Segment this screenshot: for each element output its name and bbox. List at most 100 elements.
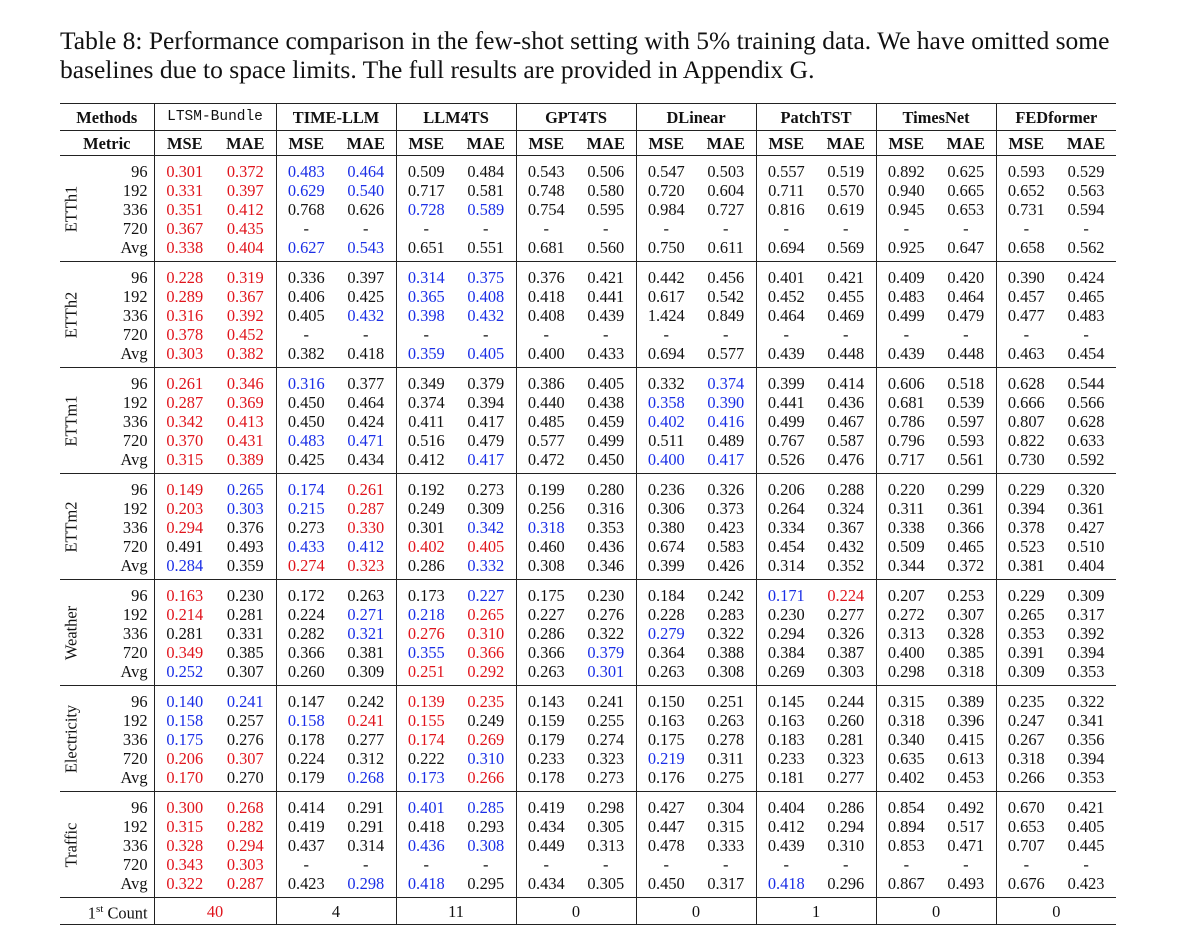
table-row: ETTm2 96 0.149 0.265 0.174 0.261 0.192 0.273 0.1… — [60, 473, 1117, 580]
metric-cell: 0.464 — [347, 393, 385, 412]
table-row: Weather 96 0.163 0.230 0.172 0.263 0.173 0.227 0… — [60, 579, 1117, 686]
horizon-label: 720 — [122, 643, 148, 662]
metric-cell: 0.589 — [467, 200, 505, 219]
table-row: 192 0.289 0.367 0.406 0.425 0.365 0.408 0.418 0.… — [60, 287, 1116, 306]
metric-cell: 0.509 — [395, 155, 457, 181]
metric-cell: 0.595 — [587, 200, 625, 219]
metric-cell: 0.181 — [755, 768, 817, 792]
metric-cell: 0.266 — [995, 768, 1057, 792]
metric-cell: 0.294 — [226, 836, 264, 855]
metric-cell: 0.310 — [467, 624, 505, 643]
table-row: 336 0.281 0.331 0.282 0.321 0.276 0.310 0.286 0.… — [60, 624, 1116, 643]
metric-cell: 0.308 — [467, 836, 505, 855]
metric-cell: 0.322 — [153, 874, 216, 898]
metric-cell: 0.377 — [336, 367, 397, 393]
metric-cell: 0.230 — [576, 579, 637, 605]
metric-cell: 0.241 — [347, 711, 385, 730]
metric-cell: 0.412 — [347, 537, 385, 556]
metric-cell: 0.247 — [995, 711, 1057, 730]
metric-cell: 0.359 — [226, 556, 264, 575]
metric-cell: 0.291 — [336, 791, 397, 817]
metric-cell: 0.372 — [215, 155, 277, 181]
metric-cell: 0.750 — [635, 238, 697, 262]
table-row: 720 0.349 0.385 0.366 0.381 0.355 0.366 0.366 0.… — [60, 643, 1116, 662]
metric-cell: 0.218 — [395, 605, 457, 624]
metric-cell: 0.175 — [515, 579, 577, 605]
metric-cell: 0.984 — [635, 200, 697, 219]
metric-cell: 0.652 — [995, 181, 1057, 200]
metric-cell: 0.372 — [947, 556, 985, 575]
metric-cell: 0.303 — [226, 855, 264, 874]
method-header-llm4ts: LLM4TS — [395, 103, 517, 131]
table-row: 336 0.294 0.376 0.273 0.330 0.301 0.342 0.318 0.… — [60, 518, 1116, 537]
metric-cell: 0.450 — [275, 393, 337, 412]
metric-cell: 0.416 — [707, 412, 745, 431]
count-label-suffix: st — [96, 902, 104, 915]
metric-cell: 0.149 — [153, 473, 216, 499]
metric-cell: 0.628 — [1067, 412, 1105, 431]
method-header-patchtst: PatchTST — [755, 103, 877, 131]
metric-cell: 0.158 — [275, 711, 337, 730]
metric-cell: 0.332 — [467, 556, 505, 575]
metric-cell: 0.392 — [1067, 624, 1105, 643]
metric-cell: 0.635 — [875, 749, 937, 768]
metric-cell: 0.281 — [827, 730, 865, 749]
metric-cell: 0.731 — [995, 200, 1057, 219]
metric-header-mse: MSE — [995, 130, 1057, 156]
metric-cell: 0.423 — [275, 874, 337, 898]
metric-cell: 0.402 — [395, 537, 457, 556]
metric-cell: - — [843, 855, 849, 874]
metric-cell: 0.284 — [153, 556, 216, 580]
metric-cell: 0.484 — [456, 155, 517, 181]
metric-cell: 0.405 — [275, 306, 337, 325]
table-row: 192 0.214 0.281 0.224 0.271 0.218 0.265 0.227 0.… — [60, 605, 1116, 624]
metric-cell: 0.336 — [275, 261, 337, 287]
metric-cell: 0.294 — [827, 817, 865, 836]
first-count-label: 1st Count — [60, 897, 155, 925]
metric-cell: 0.172 — [275, 579, 337, 605]
metric-cell: 0.229 — [995, 579, 1057, 605]
metric-cell: 0.313 — [587, 836, 625, 855]
metric-cell: 0.433 — [275, 537, 337, 556]
metric-cell: 0.387 — [827, 643, 865, 662]
metric-cell: 0.392 — [226, 306, 264, 325]
metric-cell: 0.326 — [696, 473, 757, 499]
metric-cell: 0.286 — [395, 556, 457, 580]
metric-cell: 0.304 — [696, 791, 757, 817]
metric-cell: 0.421 — [816, 261, 877, 287]
metric-cell: 0.400 — [635, 450, 697, 474]
metric-cell: 0.711 — [755, 181, 817, 200]
metric-cell: 0.183 — [755, 730, 817, 749]
metric-cell: 0.260 — [827, 711, 865, 730]
metric-cell: 0.432 — [467, 306, 505, 325]
metric-cell: 0.353 — [1067, 662, 1105, 681]
metric-cell: - — [875, 325, 937, 344]
count-label-text: Count — [103, 903, 148, 923]
metric-cell: 0.406 — [275, 287, 337, 306]
metric-cell: 0.402 — [635, 412, 697, 431]
metric-cell: 0.768 — [275, 200, 337, 219]
metric-cell: 0.224 — [275, 749, 337, 768]
horizon-label: 192 — [122, 181, 148, 200]
metric-cell: 0.540 — [347, 181, 385, 200]
metric-cell: 0.278 — [707, 730, 745, 749]
metric-cell: 0.346 — [587, 556, 625, 575]
metric-cell: 0.510 — [1067, 537, 1105, 556]
dataset-name: Traffic — [61, 822, 81, 867]
metric-cell: - — [963, 219, 969, 238]
metric-cell: 0.425 — [347, 287, 385, 306]
metric-cell: 0.309 — [467, 499, 505, 518]
metric-cell: 0.717 — [395, 181, 457, 200]
metric-cell: - — [875, 855, 937, 874]
metric-cell: 0.405 — [1067, 817, 1105, 836]
metric-cell: 0.174 — [275, 473, 337, 499]
metric-label: Metric — [60, 130, 155, 156]
table-row: Avg 0.338 0.404 0.627 0.543 0.651 0.551 0.681 0.… — [60, 238, 1116, 262]
metric-cell: 0.320 — [1056, 473, 1117, 499]
metric-cell: 0.184 — [635, 579, 697, 605]
metric-cell: 0.499 — [587, 431, 625, 450]
metric-cell: 0.261 — [336, 473, 397, 499]
metric-cell: 0.233 — [515, 749, 577, 768]
metric-cell: 0.786 — [875, 412, 937, 431]
metric-cell: 0.249 — [467, 711, 505, 730]
